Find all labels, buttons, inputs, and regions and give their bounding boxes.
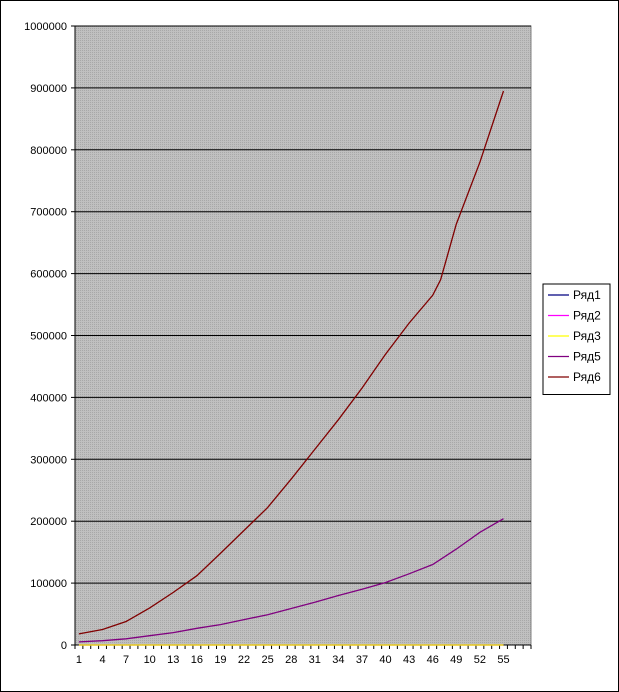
series-line-Ряд6 [78, 90, 505, 635]
legend-label: Ряд5 [573, 350, 601, 364]
legend-label: Ряд6 [573, 370, 601, 384]
x-tick-label: 46 [427, 654, 439, 666]
y-tick-label: 1000000 [24, 21, 67, 33]
x-tick-label: 34 [332, 654, 344, 666]
legend-label: Ряд2 [573, 309, 601, 323]
x-tick-label: 49 [450, 654, 462, 666]
y-tick-label: 200000 [30, 516, 67, 528]
gridlines [75, 25, 531, 646]
x-axis: 1 4 7 10 13 16 19 22 25 28 31 34 37 40 43 46 49 52 55 [74, 644, 532, 666]
x-tick-label: 43 [403, 654, 415, 666]
y-axis: 0 100000 200000 300000 400000 500000 600000 700… [24, 21, 76, 652]
y-tick-label: 800000 [30, 145, 67, 157]
x-tick-label: 13 [167, 654, 179, 666]
y-tick-label: 400000 [30, 392, 67, 404]
x-tick-label: 10 [144, 654, 156, 666]
x-tick-label: 40 [379, 654, 391, 666]
x-tick-label: 4 [99, 654, 105, 666]
x-tick-label: 28 [285, 654, 297, 666]
y-tick-label: 500000 [30, 331, 67, 343]
legend-box [542, 283, 611, 395]
y-tick-label: 600000 [30, 269, 67, 281]
y-tick-label: 900000 [30, 83, 67, 95]
y-tick-label: 700000 [30, 207, 67, 219]
x-tick-label: 37 [356, 654, 368, 666]
y-tick-label: 100000 [30, 578, 67, 590]
x-tick-label: 22 [238, 654, 250, 666]
y-tick-label: 300000 [30, 454, 67, 466]
x-tick-label: 55 [497, 654, 509, 666]
y-tick-label: 0 [61, 640, 67, 652]
x-tick-label: 25 [261, 654, 273, 666]
x-tick-label: 7 [123, 654, 129, 666]
x-tick-label: 19 [214, 654, 226, 666]
series-line-Ряд5 [78, 518, 504, 643]
series-lines [78, 90, 505, 646]
x-tick-label: 16 [191, 654, 203, 666]
x-tick-label: 1 [76, 654, 82, 666]
x-tick-label: 31 [309, 654, 321, 666]
legend-label: Ряд3 [573, 329, 601, 343]
legend-label: Ряд1 [573, 288, 601, 302]
legend: Ряд1 Ряд2 Ряд3 Ряд5 Ряд6 [542, 283, 611, 395]
x-tick-label: 52 [474, 654, 486, 666]
